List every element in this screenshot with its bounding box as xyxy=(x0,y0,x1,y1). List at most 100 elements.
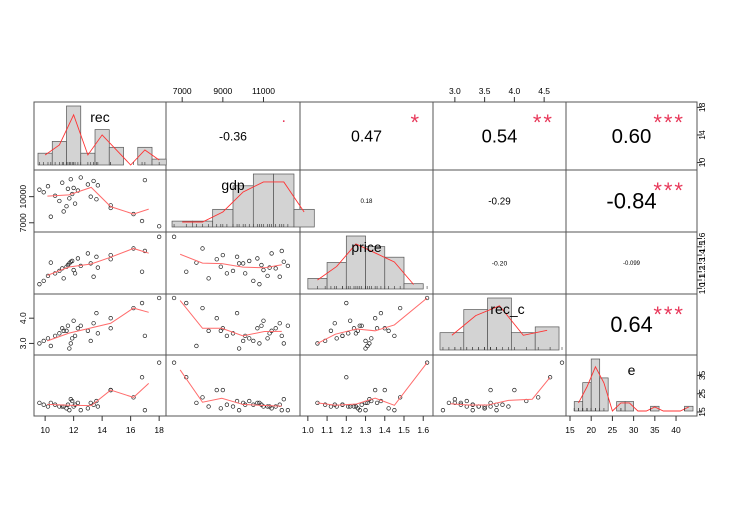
scatter-point xyxy=(230,404,236,409)
scatter-point xyxy=(67,196,72,201)
scatter-point xyxy=(37,187,42,192)
scatter-point xyxy=(71,318,76,323)
scatter-point xyxy=(95,265,101,270)
scatter-point xyxy=(72,271,78,276)
smooth-line xyxy=(450,376,551,406)
smooth-line xyxy=(47,186,149,215)
scatter-point xyxy=(273,404,278,409)
scatter-point xyxy=(88,338,93,344)
scatter-point xyxy=(234,310,240,316)
scatter-point xyxy=(45,184,51,189)
scatter-point xyxy=(247,336,252,341)
scatter-point xyxy=(45,336,51,341)
scatter-point xyxy=(156,224,162,229)
scatter-point xyxy=(236,346,242,351)
scatter-point xyxy=(277,274,282,279)
scatter-point xyxy=(60,266,65,271)
scatter-point xyxy=(281,259,286,264)
scatter-point xyxy=(57,331,62,336)
variable-label: rec_c xyxy=(490,301,524,317)
scatter-point xyxy=(94,398,99,404)
panel-border xyxy=(565,354,698,417)
scatter-point xyxy=(332,321,337,326)
density-line xyxy=(578,365,689,412)
scatter-point xyxy=(374,400,380,406)
scatter-point xyxy=(259,323,264,328)
scatter-point xyxy=(45,273,51,279)
scatter-point xyxy=(323,402,328,407)
smooth-line xyxy=(47,307,149,342)
scatter-point xyxy=(247,258,252,264)
scatter-point xyxy=(464,398,469,404)
axis-tick-label: 15 xyxy=(697,407,707,417)
correlation-value: -0.099 xyxy=(623,261,641,267)
correlation-value: 0.47 xyxy=(351,129,382,146)
scatter-point xyxy=(75,400,81,406)
scatter-point xyxy=(255,256,260,261)
scatter-point xyxy=(85,328,91,333)
scatter-point xyxy=(60,180,65,185)
axis-tick-label: 16 xyxy=(126,425,136,435)
scatter-point xyxy=(194,400,199,406)
axis-tick-label: 3.0 xyxy=(449,86,461,96)
scatter-point xyxy=(279,408,284,413)
scatter-point xyxy=(259,262,264,268)
scatter-point xyxy=(512,387,517,393)
scatter-point xyxy=(285,263,291,269)
panel-border xyxy=(299,293,434,356)
axis-tick-label: 10 xyxy=(40,425,50,435)
scatter-point xyxy=(386,406,391,411)
scatter-point xyxy=(251,278,256,284)
scatter-point xyxy=(269,406,274,411)
scatter-point xyxy=(315,341,320,346)
scatter-point xyxy=(68,341,73,346)
scatter-point xyxy=(78,323,83,328)
scatter-point xyxy=(257,282,262,287)
scatter-point xyxy=(285,408,291,413)
axis-tick-label: 12 xyxy=(69,425,79,435)
significance-stars: * xyxy=(410,110,421,135)
axis-tick-label: 1.5 xyxy=(398,425,410,435)
scatter-point xyxy=(52,333,58,339)
scatter-point xyxy=(392,333,397,339)
correlation-value: -0.20 xyxy=(492,260,508,267)
scatter-point xyxy=(363,338,368,344)
scatter-point xyxy=(392,408,397,413)
scatter-point xyxy=(359,323,364,328)
scatter-point xyxy=(88,194,93,199)
panel-border xyxy=(299,354,434,417)
panel-border xyxy=(33,231,167,295)
scatter-point xyxy=(236,408,242,413)
axis-tick-label: 11000 xyxy=(252,86,275,96)
axis-tick-label: 15 xyxy=(565,425,575,435)
scatter-point xyxy=(482,406,487,411)
scatter-point xyxy=(57,268,62,274)
scatter-point xyxy=(224,402,230,407)
scatter-point xyxy=(500,402,505,407)
scatter-point xyxy=(357,408,362,413)
scatter-point xyxy=(206,276,211,281)
scatter-point xyxy=(139,300,145,306)
scatter-point xyxy=(61,328,66,333)
scatter-point xyxy=(72,333,78,339)
scatter-point xyxy=(72,201,78,206)
scatter-point xyxy=(68,177,73,182)
scatter-point xyxy=(75,256,81,261)
variable-label: e xyxy=(628,362,636,378)
axis-tick-label: 1.3 xyxy=(697,257,707,269)
axis-tick-label: 14 xyxy=(697,130,707,140)
scatter-point xyxy=(424,295,430,301)
significance-stars: *** xyxy=(653,110,685,135)
axis-tick-label: 1.4 xyxy=(379,425,391,435)
scatter-point xyxy=(382,387,387,393)
axis-tick-label: 10 xyxy=(697,158,707,168)
scatter-point xyxy=(61,276,66,281)
scatter-point xyxy=(273,266,278,271)
axis-tick-label: 10000 xyxy=(18,185,28,209)
axis-tick-label: 4.0 xyxy=(508,86,520,96)
scatter-point xyxy=(41,402,46,407)
smooth-line xyxy=(179,300,282,337)
scatter-point xyxy=(200,305,205,311)
scatter-point xyxy=(236,261,242,266)
